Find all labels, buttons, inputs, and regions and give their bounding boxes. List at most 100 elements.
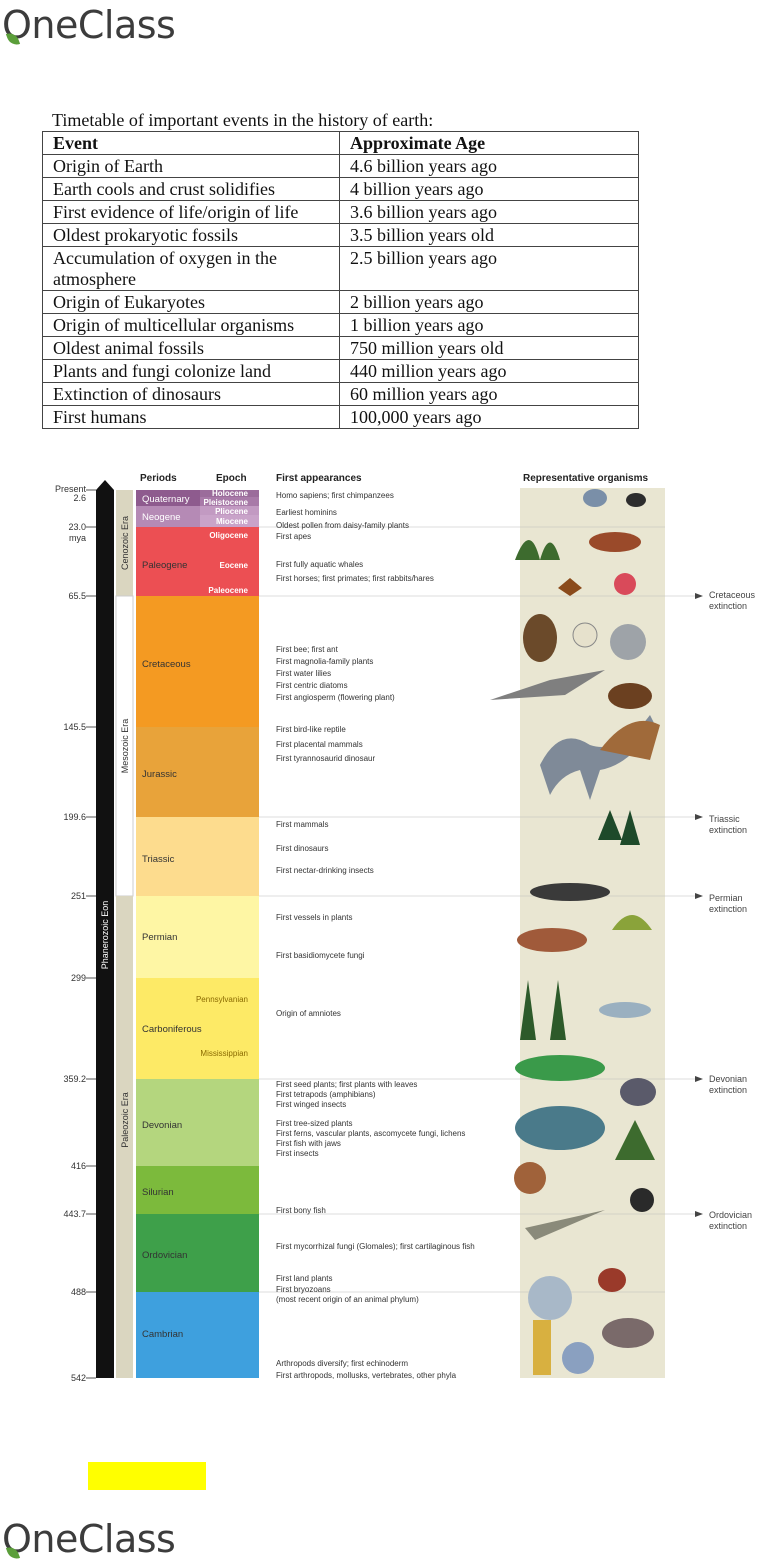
epoch-label-oligocene: Oligocene: [209, 531, 248, 540]
reptile-icon: [517, 928, 587, 952]
first-appearance-item: Arthropods diversify; first echinoderm: [276, 1359, 408, 1368]
period-label-cretaceous: Cretaceous: [142, 659, 191, 670]
period-label-silurian: Silurian: [142, 1187, 174, 1198]
tick-label: 199.6: [63, 812, 86, 822]
brand-name: OneClass: [2, 3, 176, 47]
first-appearance-item: Earliest hominins: [276, 508, 337, 517]
epoch-pliocene-block: [200, 506, 259, 515]
grass-icon: [515, 540, 560, 560]
period-label-triassic: Triassic: [142, 854, 175, 865]
first-appearance-item: First mammals: [276, 820, 328, 829]
coral-icon: [514, 1162, 546, 1194]
first-appearance-item: First fish with jaws: [276, 1139, 341, 1148]
event-cell: Origin of Eukaryotes: [42, 290, 340, 314]
first-appearance-item: First tree-sized plants: [276, 1119, 352, 1128]
table-row: Origin of Eukaryotes 2 billion years ago: [42, 290, 639, 314]
dinosaur-icon: [600, 720, 660, 760]
table-row: Accumulation of oxygen in the atmosphere…: [42, 246, 639, 291]
period-label-devonian: Devonian: [142, 1120, 182, 1131]
age-cell: 3.6 billion years ago: [339, 200, 639, 224]
tick-label: 359.2: [63, 1074, 86, 1084]
first-appearance-item: First land plants: [276, 1274, 332, 1283]
butterfly-icon: [558, 578, 582, 596]
trilobite-icon: [602, 1318, 654, 1348]
dinosaur-icon: [540, 715, 655, 800]
timetable-caption: Timetable of important events in the his…: [52, 110, 434, 130]
tick-label: 443.7: [63, 1209, 86, 1219]
period-label-ordovician: Ordovician: [142, 1250, 187, 1261]
era-label-paleozoic: Paleozoic Era: [120, 1092, 130, 1148]
first-appearance-item: First bony fish: [276, 1206, 326, 1215]
first-appearance-item: Origin of amniotes: [276, 1009, 341, 1018]
epoch-label-eocene: Eocene: [220, 561, 249, 570]
period-ordovician: [136, 1214, 259, 1292]
extinction-label: Devonian: [709, 1074, 747, 1084]
eon-arrow: [96, 480, 114, 490]
first-appearance-item: Oldest pollen from daisy-family plants: [276, 521, 409, 530]
amphibian-icon: [515, 1055, 605, 1081]
first-appearance-item: First apes: [276, 532, 311, 541]
header-event: Event: [42, 131, 340, 155]
fish-icon: [515, 1106, 605, 1150]
first-appearance-item: First seed plants; first plants with lea…: [276, 1080, 417, 1089]
tick-label: 542: [71, 1373, 86, 1383]
first-appearance-item: First magnolia-family plants: [276, 657, 373, 666]
epoch-label-pleistocene: Pleistocene: [204, 498, 249, 507]
first-appearance-item: First water lilies: [276, 669, 331, 678]
tick-label: 23.0: [68, 522, 86, 532]
axis-ticks: Present 2.6 23.0 mya 65.5 145.5 199.6 25…: [55, 484, 96, 1383]
first-appearance-item: First basidiomycete fungi: [276, 951, 365, 960]
epoch-label-holocene: Holocene: [212, 489, 249, 498]
highlight-mark: [88, 1462, 206, 1490]
tick-label: 145.5: [63, 722, 86, 732]
event-cell: Earth cools and crust solidifies: [42, 177, 340, 201]
tree-fern-icon: [520, 980, 566, 1040]
extinction-label: extinction: [709, 825, 747, 835]
period-jurassic: [136, 727, 259, 817]
arrow-icon: [695, 814, 703, 820]
period-label-cambrian: Cambrian: [142, 1329, 183, 1340]
flower-icon: [614, 573, 636, 595]
first-appearance-item: First tetrapods (amphibians): [276, 1090, 376, 1099]
dragonfly-icon: [599, 1002, 651, 1018]
extinction-label: extinction: [709, 601, 747, 611]
brand-name: OneClass: [2, 1517, 176, 1561]
arrow-icon: [695, 593, 703, 599]
epoch-pleistocene-block: [200, 497, 259, 506]
mammal-icon: [608, 683, 652, 709]
extinction-label: extinction: [709, 1221, 747, 1231]
age-cell: 4 billion years ago: [339, 177, 639, 201]
insect-icon: [626, 493, 646, 507]
table-row: Earth cools and crust solidifies 4 billio…: [42, 177, 639, 201]
first-appearances: Homo sapiens; first chimpanzees Earliest…: [276, 491, 475, 1380]
extinction-label: Triassic: [709, 814, 740, 824]
age-cell: 4.6 billion years ago: [339, 154, 639, 178]
fern-icon: [615, 1120, 655, 1160]
first-appearance-item: First bird-like reptile: [276, 725, 346, 734]
pterosaur-icon: [490, 670, 605, 700]
event-cell: First evidence of life/origin of life: [42, 200, 340, 224]
first-appearance-item: First arthropods, mollusks, vertebrates,…: [276, 1371, 457, 1380]
era-label-cenozoic: Cenozoic Era: [120, 516, 130, 570]
header-first: First appearances: [276, 473, 362, 484]
tick-label: Present: [55, 484, 87, 494]
arrow-icon: [695, 1211, 703, 1217]
first-appearance-item: First fully aquatic whales: [276, 560, 363, 569]
event-cell: Accumulation of oxygen in the atmosphere: [42, 246, 340, 291]
sponge-icon: [533, 1320, 551, 1375]
header-epoch: Epoch: [216, 473, 247, 484]
tick-label: mya: [69, 533, 86, 543]
first-appearance-item: First tyrannosaurid dinosaur: [276, 754, 375, 763]
extinction-label: extinction: [709, 1085, 747, 1095]
age-cell: 1 billion years ago: [339, 313, 639, 337]
first-appearance-item: First winged insects: [276, 1100, 346, 1109]
reptile-icon: [530, 883, 610, 901]
tick-label: 488: [71, 1287, 86, 1297]
timetable-header-row: Event Approximate Age: [42, 131, 639, 155]
first-appearance-item: First placental mammals: [276, 740, 363, 749]
first-appearance-item: First horses; first primates; first rabb…: [276, 574, 434, 583]
lily-icon: [572, 622, 598, 648]
insect-icon: [630, 1188, 654, 1212]
boundary-lines: [259, 526, 695, 1293]
extinction-label: Permian: [709, 893, 743, 903]
